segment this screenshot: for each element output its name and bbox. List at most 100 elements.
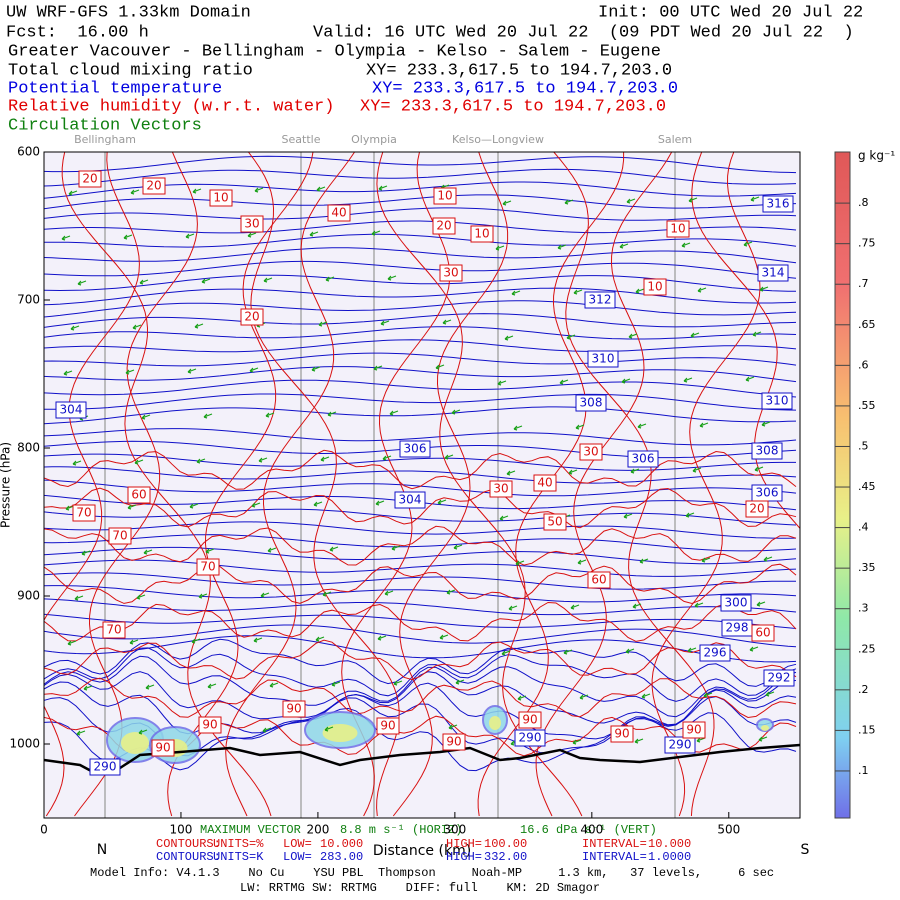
xy-cloud: XY= 233.3,617.5 to 194.7,203.0 [366, 61, 672, 80]
xy-theta: XY= 233.3,617.5 to 194.7,203.0 [372, 79, 678, 98]
rh-label-box [198, 716, 222, 734]
location-label: Seattle [282, 133, 321, 146]
contour-info: 10.000 [320, 837, 363, 851]
rh-contour [44, 449, 797, 490]
rh-label-box [518, 711, 542, 729]
south-end: S [801, 842, 810, 858]
contour-info: INTERVAL= [582, 837, 647, 851]
theta-label: 296 [704, 646, 727, 660]
rh-contour [44, 639, 797, 681]
wind-vector [557, 244, 567, 250]
rh-label: 30 [443, 266, 458, 280]
contour-info: 1.0000 [648, 850, 691, 864]
rh-label-box [376, 717, 400, 735]
y-tick-label: 700 [17, 293, 40, 307]
wind-vector [141, 414, 151, 420]
rh-label-box [72, 504, 96, 522]
wind-vector [497, 380, 507, 386]
rh-contour [376, 152, 583, 817]
rh-contour [44, 677, 797, 719]
colorbar-tick-label: .3 [858, 602, 869, 615]
isentrope [44, 559, 797, 577]
y-tick-label: 1000 [9, 737, 40, 751]
wind-vector [579, 694, 589, 700]
wind-vector [763, 556, 773, 562]
rh-contour [248, 152, 400, 817]
rh-label: 90 [614, 727, 629, 741]
north-end: N [97, 842, 107, 858]
wind-vector [247, 232, 257, 238]
theta-label: 306 [404, 442, 427, 456]
rh-contour [535, 152, 673, 817]
rh-label: 60 [591, 573, 606, 587]
xy-rh: XY= 233.3,617.5 to 194.7,203.0 [360, 97, 666, 116]
x-tick-label: 300 [443, 823, 466, 837]
wind-vector [375, 500, 385, 506]
theta-label-box [587, 350, 619, 368]
location-label: Salem [658, 133, 692, 146]
rh-label: 50 [547, 515, 562, 529]
wind-vector [568, 469, 578, 475]
wind-vector [267, 547, 277, 553]
wind-vector [138, 729, 148, 735]
vector-vertical: 16.6 dPa s⁻¹ (VERT) [520, 823, 657, 837]
colorbar-tick-label: .6 [858, 358, 869, 371]
isentrope [44, 534, 797, 552]
rh-label: 90 [446, 735, 461, 749]
rh-label-box [327, 204, 351, 222]
forecast: Fcst: 16.00 h [6, 23, 149, 42]
theta-label-box [699, 644, 731, 662]
wind-vector [185, 233, 195, 239]
terrain [44, 743, 800, 775]
wind-vector [444, 454, 454, 460]
contour-info: CONTOURS: [156, 850, 221, 864]
theta-label-box [720, 594, 752, 612]
wind-vector [439, 634, 449, 640]
theta-label: 300 [725, 596, 748, 610]
wind-vector [77, 280, 87, 286]
rh-label-box [579, 443, 603, 461]
rh-contour [44, 525, 797, 566]
x-tick-label: 100 [170, 823, 193, 837]
wind-vector [316, 186, 326, 192]
contour-info: CONTOURS: [156, 837, 221, 851]
wind-vector [632, 603, 642, 609]
wind-vector [327, 411, 337, 417]
rh-label: 70 [106, 623, 121, 637]
theta-label: 290 [669, 738, 692, 752]
rh-contour [392, 152, 509, 817]
wind-vector [251, 502, 261, 508]
theta-label: 314 [762, 266, 785, 280]
theta-label-box [584, 291, 616, 309]
wind-vector [697, 287, 707, 293]
x-tick-label: 0 [40, 823, 48, 837]
colorbar-tick-label: .5 [858, 439, 869, 452]
wind-vector [83, 685, 93, 691]
rh-label-box [78, 170, 102, 188]
cloud-core [121, 732, 149, 754]
rh-contour [553, 152, 715, 817]
isentrope [44, 366, 797, 383]
isentrope [44, 613, 797, 629]
wind-vector [625, 648, 635, 654]
wind-vector [61, 235, 71, 241]
wind-vector [681, 242, 691, 248]
wind-vector [513, 425, 523, 431]
wind-vector [196, 458, 206, 464]
wind-vector [563, 649, 573, 655]
region: Greater Vacouver - Bellingham - Olympia … [8, 42, 661, 61]
y-tick-label: 800 [17, 441, 40, 455]
rh-contour [691, 152, 800, 530]
wind-vector [572, 739, 582, 745]
wind-vector [743, 241, 753, 247]
rh-label-box [489, 480, 513, 498]
rh-label: 90 [686, 723, 701, 737]
wind-vector [198, 593, 208, 599]
rh-label-box [643, 278, 667, 296]
wind-vector [329, 546, 339, 552]
wind-vector [313, 501, 323, 507]
rh-contour [651, 152, 761, 817]
rh-label: 30 [493, 482, 508, 496]
wind-vector [254, 187, 264, 193]
rh-label: 70 [76, 506, 91, 520]
